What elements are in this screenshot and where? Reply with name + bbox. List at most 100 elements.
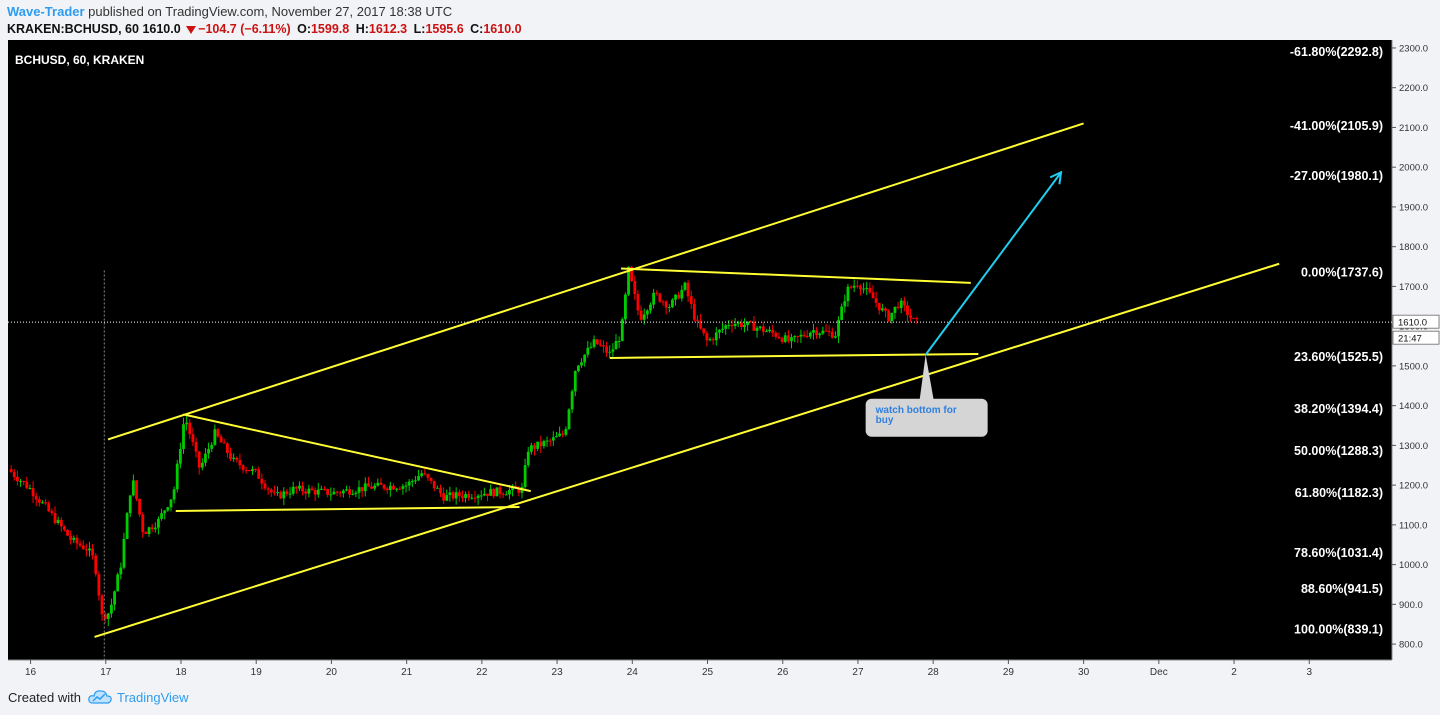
price-tick-label: 2200.0: [1399, 83, 1428, 94]
price-tick-label: 1100.0: [1399, 520, 1427, 531]
tradingview-brand-link[interactable]: TradingView: [117, 690, 189, 705]
candle-down: [486, 493, 489, 496]
candle-up: [276, 492, 279, 494]
candle-up: [476, 495, 480, 499]
trendline: [107, 122, 1084, 441]
candle-up: [793, 336, 797, 338]
candle-up: [718, 329, 721, 333]
candle-down: [144, 532, 148, 535]
candle-down: [426, 474, 430, 478]
candle-up: [645, 310, 649, 315]
candle-up: [614, 341, 618, 350]
current-price-label: 1610.0: [1398, 318, 1427, 329]
tradingview-cloud-icon: [88, 690, 112, 704]
candle-down: [135, 480, 138, 499]
candle-up: [72, 537, 76, 540]
candle-up: [758, 326, 762, 328]
price-change: −104.7 (−6.11%): [198, 22, 291, 36]
candle-down: [150, 527, 154, 530]
candle-down: [877, 302, 881, 311]
price-chart[interactable]: BCHUSD, 60, KRAKEN 800.0 900.0 1000.0 1100.…: [8, 40, 1440, 682]
candle-up: [210, 444, 214, 449]
candle-down: [235, 457, 239, 461]
candle-down: [896, 306, 900, 309]
candle-down: [912, 317, 916, 319]
candle-down: [84, 549, 88, 551]
plot-background: [8, 40, 1392, 660]
candle-down: [379, 482, 383, 485]
candle-up: [714, 332, 718, 341]
candle-up: [157, 518, 160, 528]
trendlines-layer: [94, 122, 1280, 638]
projection-arrow-line: [924, 171, 1062, 356]
fib-level-label: 88.60%(941.5): [1301, 582, 1383, 596]
candle-down: [257, 469, 261, 479]
candle-up: [721, 328, 724, 330]
candle-up: [153, 527, 157, 530]
candle-down: [50, 511, 54, 513]
candle-up: [163, 510, 167, 514]
candle-up: [674, 294, 677, 300]
candle-down: [47, 503, 51, 512]
candle-up: [733, 323, 737, 327]
candle-up: [680, 289, 684, 299]
candle-down: [696, 319, 699, 321]
candle-down: [677, 294, 681, 299]
candle-up: [843, 301, 847, 307]
candle-down: [25, 481, 29, 489]
candle-up: [529, 445, 533, 452]
time-tick-label: 2: [1231, 667, 1237, 678]
chart-title: BCHUSD, 60, KRAKEN: [15, 53, 144, 67]
candle-up: [172, 489, 176, 500]
candle-down: [188, 422, 192, 435]
candle-down: [686, 282, 690, 297]
candle-down: [63, 526, 66, 530]
candle-up: [410, 480, 414, 482]
candle-down: [241, 465, 245, 470]
candle-up: [479, 495, 483, 497]
time-axis-ticks: 16 17 18 19 20 21 22 23 24 25 26 27 28 29 30 Dec 2 3: [25, 660, 1312, 678]
candle-up: [185, 422, 189, 425]
candle-down: [37, 499, 41, 503]
candle-up: [435, 487, 439, 489]
candle-up: [320, 488, 323, 490]
candle-down: [664, 301, 668, 308]
candle-up: [401, 486, 405, 489]
annotation-pointer: [919, 354, 934, 400]
candle-down: [100, 595, 104, 615]
candle-up: [470, 497, 474, 499]
candle-down: [699, 320, 703, 329]
candle-up: [611, 349, 615, 352]
candle-up: [511, 486, 514, 491]
candles-layer: [9, 265, 919, 627]
candle-up: [799, 334, 803, 337]
candle-down: [492, 489, 496, 497]
candle-up: [580, 362, 583, 366]
candle-down: [692, 303, 696, 320]
time-tick-label: 28: [928, 667, 940, 678]
candle-down: [97, 574, 101, 596]
candle-down: [884, 308, 887, 311]
candle-up: [790, 337, 793, 342]
candle-up: [445, 495, 449, 501]
chart-frame[interactable]: BCHUSD, 60, KRAKEN 800.0 900.0 1000.0 1100.…: [8, 40, 1440, 682]
candle-up: [407, 481, 411, 486]
candle-up: [204, 453, 207, 463]
candle-down: [294, 486, 298, 489]
author-link[interactable]: Wave-Trader: [7, 4, 85, 19]
candle-down: [533, 445, 536, 449]
candle-down: [103, 614, 107, 619]
time-tick-label: 19: [251, 667, 263, 678]
candle-down: [191, 434, 195, 443]
candle-up: [316, 489, 320, 495]
candle-down: [473, 497, 477, 499]
candle-down: [59, 519, 63, 527]
price-axis-panel[interactable]: [1392, 40, 1440, 660]
candle-down: [219, 436, 223, 443]
candle-up: [592, 339, 596, 347]
open-value: 1599.8: [310, 22, 350, 36]
time-axis-panel[interactable]: [8, 660, 1440, 682]
price-tick-label: 2100.0: [1399, 123, 1428, 134]
candle-down: [141, 514, 145, 533]
candle-up: [116, 574, 120, 592]
